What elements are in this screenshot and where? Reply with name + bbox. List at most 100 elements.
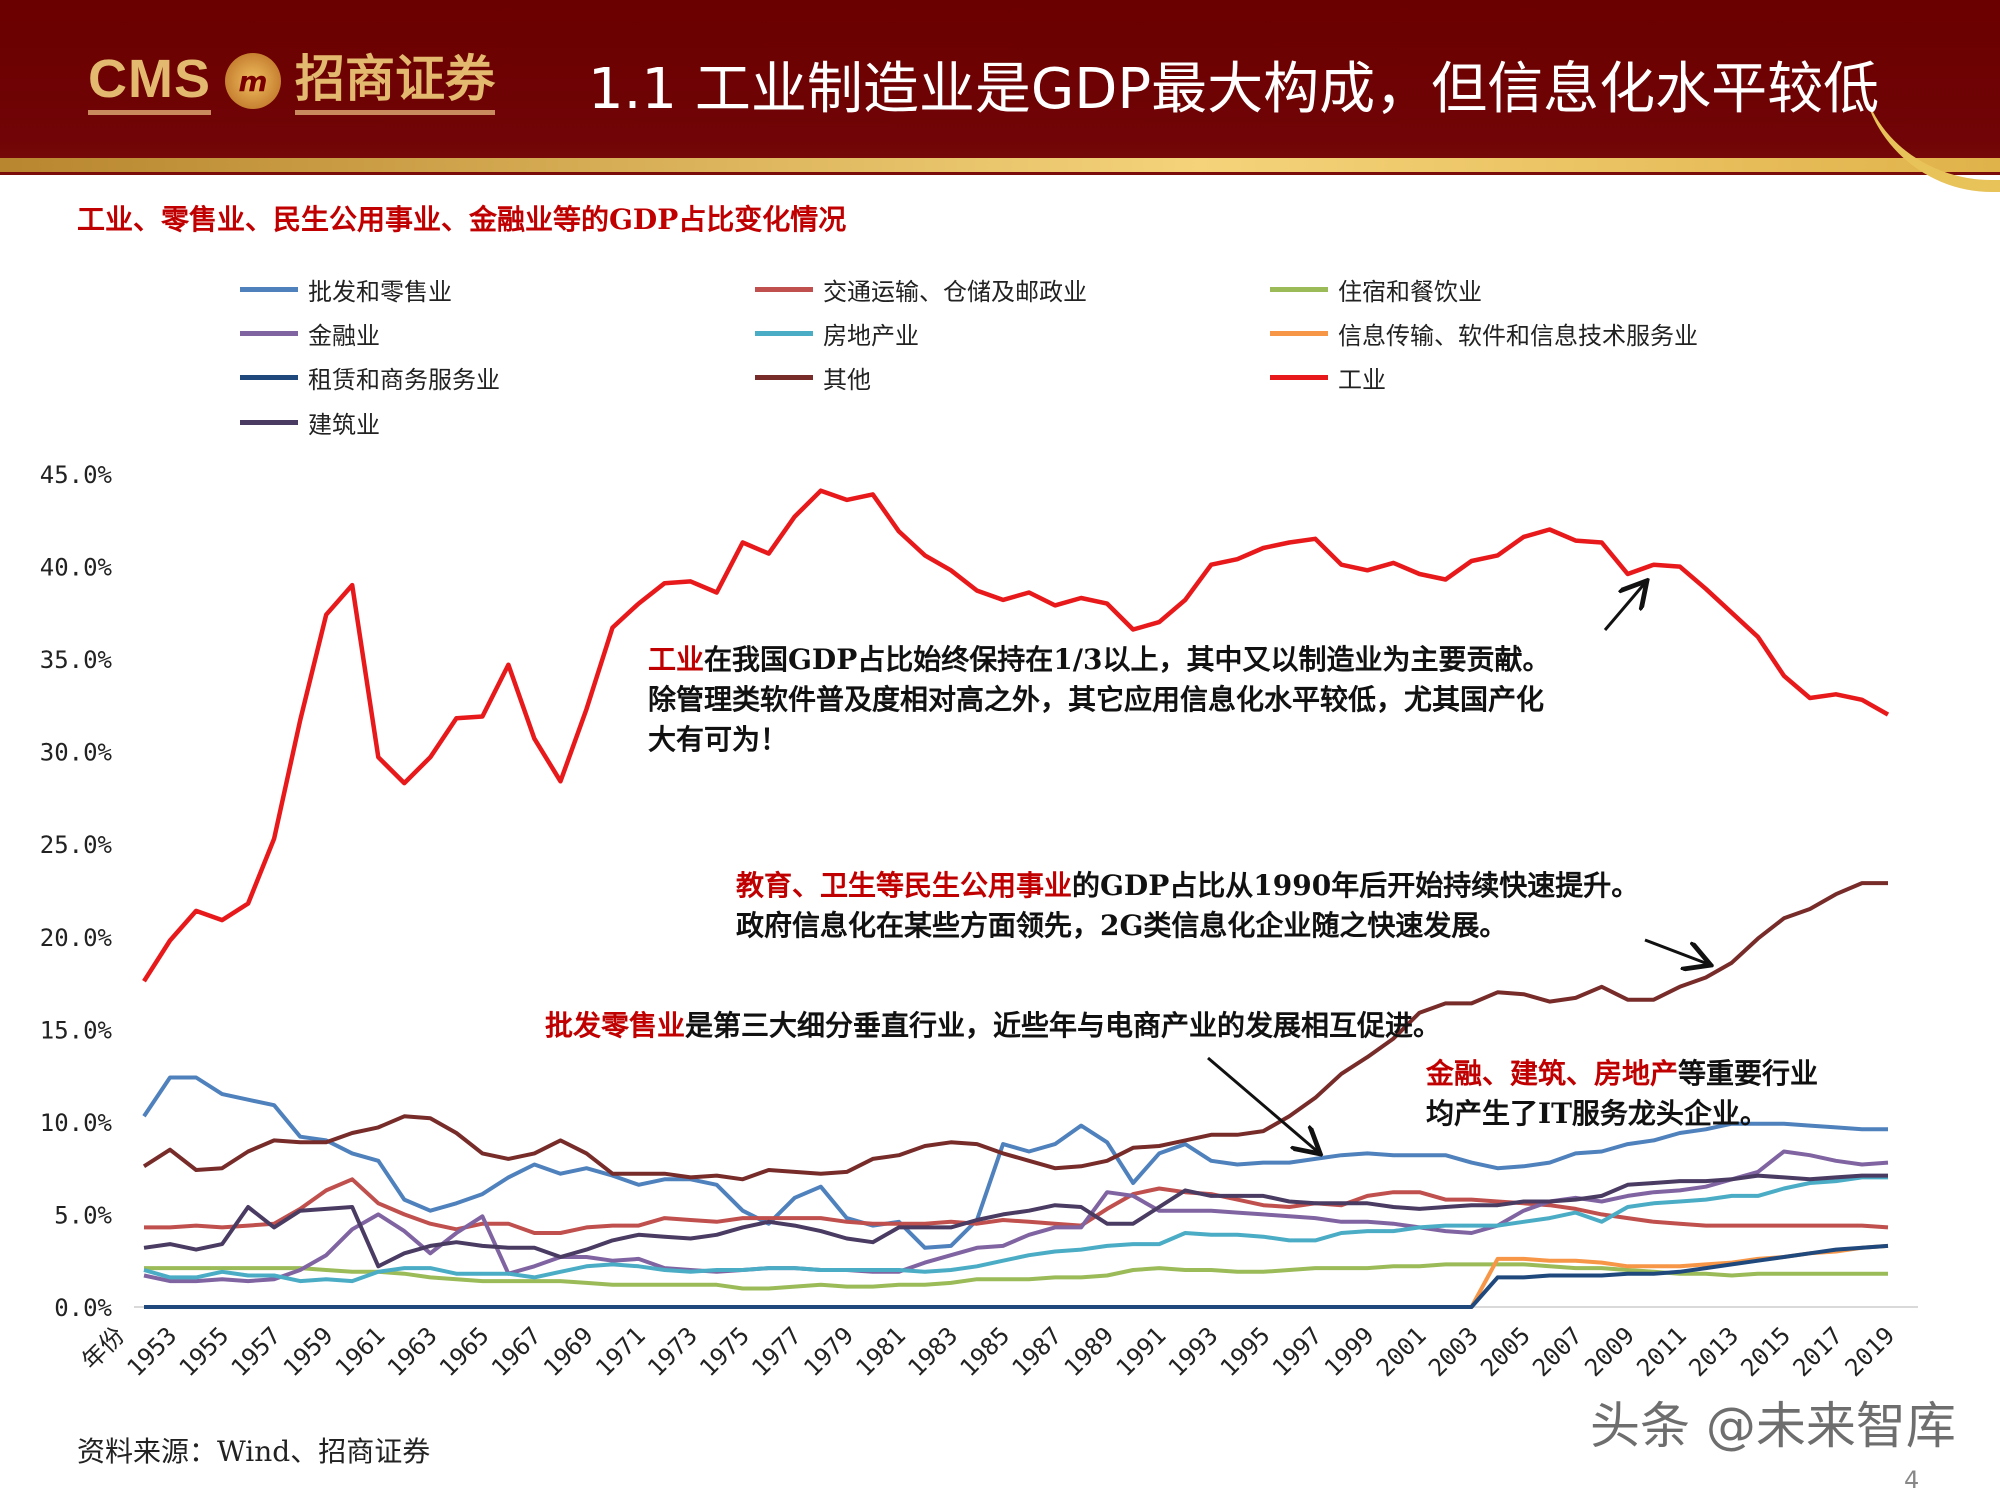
- y-tick-label: 45.0%: [40, 461, 113, 489]
- annotation-retail: 批发零售业是第三大细分垂直行业，近些年与电商产业的发展相互促进。: [545, 1006, 1441, 1046]
- watermark: 头条 @未来智库: [1590, 1397, 1956, 1455]
- annotation-text: 是第三大细分垂直行业，近些年与电商产业的发展相互促进。: [685, 1009, 1442, 1042]
- legend-label: 工业: [1338, 366, 1386, 394]
- series-line: [143, 1173, 1888, 1269]
- x-tick-label: 1993: [1163, 1321, 1224, 1382]
- legend-swatch: [240, 287, 298, 292]
- x-tick-label: 2009: [1579, 1321, 1640, 1382]
- x-tick-label: 2017: [1788, 1321, 1849, 1382]
- x-tick-label: 2001: [1371, 1321, 1432, 1382]
- annotation-text: 等重要行业: [1678, 1057, 1819, 1090]
- logo-emblem-icon: m: [225, 53, 281, 109]
- x-tick-label: 2005: [1475, 1321, 1536, 1382]
- y-tick-label: 0.0%: [54, 1294, 112, 1322]
- legend-item: 交通运输、仓储及邮政业: [755, 272, 1087, 307]
- legend-label: 其他: [823, 366, 871, 394]
- legend-label: 建筑业: [308, 411, 380, 439]
- y-tick-label: 40.0%: [40, 554, 113, 582]
- gold-stripe: [0, 158, 2000, 172]
- legend-label: 信息传输、软件和信息技术服务业: [1338, 322, 1698, 350]
- x-tick-label: 1959: [278, 1321, 339, 1382]
- y-tick-label: 10.0%: [40, 1109, 113, 1137]
- y-tick-label: 35.0%: [40, 646, 113, 674]
- x-tick-label: 1975: [694, 1321, 755, 1382]
- legend-item: 住宿和餐饮业: [1270, 272, 1482, 307]
- annotation-text: 除管理类软件普及度相对高之外，其它应用信息化水平较低，尤其国产化: [648, 683, 1545, 716]
- x-tick-label: 1973: [642, 1321, 703, 1382]
- annotation-text: 政府信息化在某些方面领先，2G类信息化企业随之快速发展。: [736, 909, 1508, 942]
- x-tick-label: 1967: [486, 1321, 547, 1382]
- series-line: [143, 1175, 1888, 1284]
- y-tick-label: 25.0%: [40, 831, 113, 859]
- header-banner: CMS m 招商证券 1.1 工业制造业是GDP最大构成，但信息化水平较低: [0, 0, 2000, 192]
- legend-item: 批发和零售业: [240, 272, 452, 307]
- x-axis-label: 年份: [76, 1321, 130, 1375]
- legend-swatch: [1270, 287, 1328, 292]
- legend-swatch: [240, 420, 298, 425]
- x-tick-label: 1999: [1319, 1321, 1380, 1382]
- legend-swatch: [240, 375, 298, 380]
- x-tick-label: 1991: [1111, 1321, 1172, 1382]
- annotation-arrow: [1603, 583, 1645, 631]
- x-tick-label: 1969: [538, 1321, 599, 1382]
- legend-swatch: [1270, 331, 1328, 336]
- legend-swatch: [755, 331, 813, 336]
- legend-item: 工业: [1270, 360, 1386, 395]
- annotation-text: 大有可为！: [648, 723, 789, 756]
- series-line: [142, 881, 1888, 1182]
- x-tick-label: 1953: [122, 1321, 183, 1382]
- annotation-finance: 金融、建筑、房地产等重要行业 均产生了IT服务龙头企业。: [1426, 1054, 1818, 1134]
- legend-item: 金融业: [240, 316, 380, 351]
- x-tick-label: 1985: [955, 1321, 1016, 1382]
- annotation-highlight: 批发零售业: [545, 1009, 686, 1042]
- slide-title: 1.1 工业制造业是GDP最大构成，但信息化水平较低: [588, 57, 1880, 122]
- legend-swatch: [1270, 375, 1328, 380]
- x-tick-label: 1957: [226, 1321, 287, 1382]
- annotation-arrow: [1644, 938, 1708, 964]
- legend-item: 租赁和商务服务业: [240, 360, 500, 395]
- y-tick-label: 30.0%: [40, 739, 113, 767]
- y-tick-label: 20.0%: [40, 924, 113, 952]
- series-line: [142, 488, 1890, 983]
- x-tick-label: 2007: [1527, 1321, 1588, 1382]
- x-tick-label: 2003: [1423, 1321, 1484, 1382]
- x-tick-label: 1977: [746, 1321, 807, 1382]
- annotation-text: 的GDP占比从1990年后开始持续快速提升。: [1072, 869, 1640, 902]
- x-tick-label: 1995: [1215, 1321, 1276, 1382]
- x-tick-label: 1997: [1267, 1321, 1328, 1382]
- x-tick-label: 1971: [590, 1321, 651, 1382]
- y-tick-label: 5.0%: [54, 1201, 112, 1229]
- logo-text: CMS: [88, 48, 211, 115]
- x-tick-label: 1961: [330, 1321, 391, 1382]
- annotation-highlight: 金融、建筑、房地产: [1426, 1057, 1679, 1090]
- series-line: [143, 1149, 1889, 1284]
- annotation-industry: 工业在我国GDP占比始终保持在1/3以上，其中又以制造业为主要贡献。 除管理类软…: [648, 640, 1550, 760]
- annotation-text: 均产生了IT服务龙头企业。: [1426, 1097, 1768, 1130]
- annotation-highlight: 教育、卫生等民生公用事业: [736, 869, 1073, 902]
- legend-item: 信息传输、软件和信息技术服务业: [1270, 316, 1698, 351]
- legend-swatch: [240, 331, 298, 336]
- legend-label: 批发和零售业: [308, 278, 452, 306]
- legend-item: 其他: [755, 360, 871, 395]
- legend-label: 金融业: [308, 322, 380, 350]
- legend-label: 房地产业: [823, 322, 919, 350]
- series-line: [144, 1243, 1889, 1309]
- x-tick-label: 1963: [382, 1321, 443, 1382]
- legend-item: 房地产业: [755, 316, 919, 351]
- annotation-text: 在我国GDP占比始终保持在1/3以上，其中又以制造业为主要贡献。: [704, 643, 1551, 676]
- series-line: [142, 1075, 1888, 1250]
- x-tick-label: 1981: [850, 1321, 911, 1382]
- page-number: 4: [1904, 1466, 1920, 1494]
- legend-label: 租赁和商务服务业: [308, 366, 500, 394]
- x-tick-label: 1989: [1059, 1321, 1120, 1382]
- x-tick-label: 2019: [1840, 1321, 1901, 1382]
- logo-cn: 招商证券: [295, 48, 495, 115]
- cms-logo: CMS m 招商证券: [88, 46, 495, 116]
- y-tick-label: 15.0%: [40, 1016, 113, 1044]
- x-tick-label: 2013: [1683, 1321, 1744, 1382]
- x-tick-label: 2015: [1735, 1321, 1796, 1382]
- annotation-highlight: 工业: [648, 643, 705, 676]
- x-tick-label: 1983: [903, 1321, 964, 1382]
- chart-title: 工业、零售业、民生公用事业、金融业等的GDP占比变化情况: [77, 203, 847, 236]
